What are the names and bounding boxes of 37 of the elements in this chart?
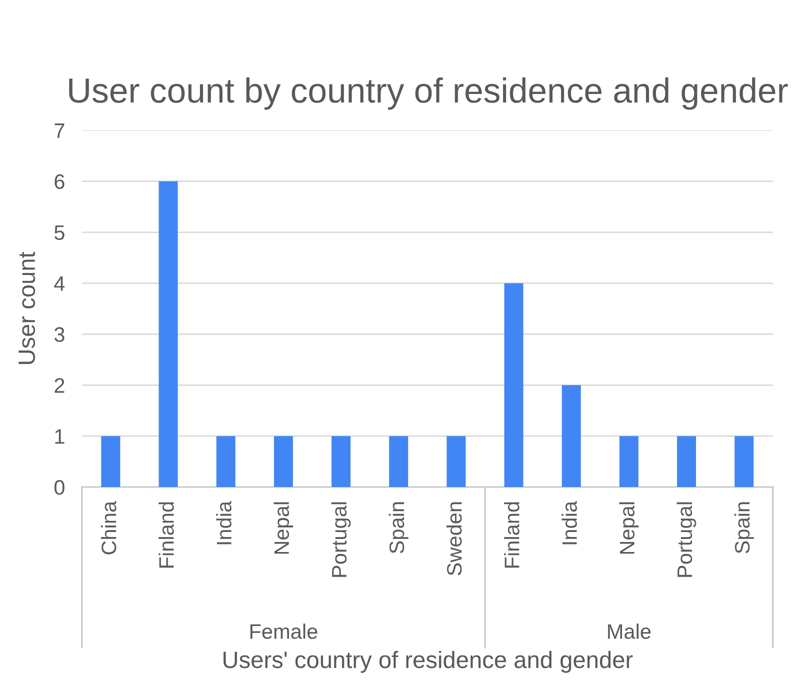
text: Female xyxy=(250,624,318,639)
x-tick-label: Portugal xyxy=(676,502,696,577)
bar xyxy=(677,436,696,488)
y-tick-label: 5 xyxy=(54,225,64,240)
bar xyxy=(562,385,581,488)
x-tick-label: Spain xyxy=(734,502,754,554)
bar xyxy=(504,283,524,488)
y-tick-label: 1 xyxy=(55,429,64,444)
y-axis-title: User count xyxy=(18,252,36,364)
x-tick-label: Spain xyxy=(388,502,408,554)
x-tick-label: India xyxy=(562,500,577,544)
x-tick-label: Nepal xyxy=(274,502,294,554)
y-tick-label: 4 xyxy=(54,276,65,291)
x-tick-label: Finland xyxy=(504,502,520,568)
y-tick-label: 0 xyxy=(54,480,64,495)
chart-title: User count by country of residence and gender xyxy=(69,77,788,110)
y-tick-label: 3 xyxy=(54,327,64,342)
x-tick-label: Sweden xyxy=(446,502,462,576)
bar xyxy=(389,436,408,488)
x-tick-label: China xyxy=(100,500,116,554)
bar xyxy=(101,436,120,488)
bar xyxy=(158,181,178,488)
bar xyxy=(274,436,293,488)
text: Male xyxy=(608,624,651,639)
bar xyxy=(619,436,638,488)
bar xyxy=(734,436,754,488)
x-tick-label: India xyxy=(216,500,232,544)
bar xyxy=(216,436,236,488)
y-tick-label: 6 xyxy=(54,174,64,190)
bar xyxy=(446,436,466,488)
x-tick-label: Portugal xyxy=(331,502,351,577)
x-tick-label: Finland xyxy=(158,502,174,568)
y-tick-label: 2 xyxy=(54,378,64,393)
bar xyxy=(332,436,351,488)
x-axis-title: Users' country of residence and gender xyxy=(224,650,633,673)
y-tick-label: 7 xyxy=(54,124,64,138)
x-tick-label: Nepal xyxy=(619,502,639,554)
